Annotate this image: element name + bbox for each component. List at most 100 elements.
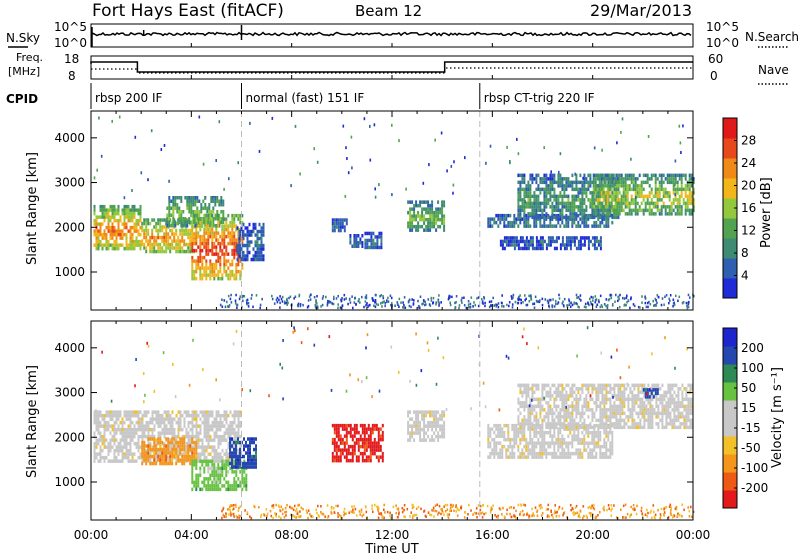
range-cell	[203, 484, 206, 488]
range-cell	[345, 434, 348, 438]
range-cell	[147, 441, 150, 446]
range-cell	[105, 420, 108, 425]
range-cell	[511, 444, 514, 449]
range-cell	[557, 434, 560, 438]
range-cell	[189, 242, 192, 247]
range-cell	[215, 417, 218, 421]
range-cell	[177, 434, 180, 439]
range-cell	[113, 455, 116, 460]
range-cell	[608, 187, 611, 192]
range-cell	[201, 459, 204, 464]
range-cell	[600, 180, 603, 185]
range-cell	[579, 191, 582, 195]
power-colorbar-tick-label: 8	[741, 246, 749, 260]
range-cell	[199, 452, 202, 456]
range-cell	[256, 240, 259, 244]
range-cell	[557, 437, 560, 442]
range-cell	[527, 448, 530, 452]
range-cell	[413, 420, 416, 425]
range-cell	[175, 249, 178, 254]
range-cell	[313, 147, 315, 151]
range-cell	[199, 238, 202, 242]
range-cell	[249, 451, 251, 455]
range-cell	[587, 301, 589, 304]
range-cell	[341, 451, 344, 456]
range-cell	[163, 458, 166, 462]
range-cell	[606, 208, 609, 213]
range-cell	[235, 413, 238, 418]
range-cell	[234, 302, 237, 305]
range-cell	[523, 444, 526, 449]
range-cell	[145, 444, 148, 448]
range-cell	[690, 198, 693, 202]
range-cell	[211, 427, 214, 432]
range-cell	[559, 191, 562, 195]
range-cell	[97, 236, 100, 240]
range-cell	[253, 447, 255, 452]
range-cell	[603, 224, 606, 228]
range-cell	[513, 427, 516, 431]
range-cell	[159, 249, 162, 254]
range-cell	[93, 420, 96, 425]
range-cell	[354, 297, 356, 300]
range-cell	[646, 208, 649, 213]
range-cell	[359, 451, 362, 456]
range-cell	[194, 199, 197, 203]
range-cell	[554, 299, 557, 303]
range-cell	[548, 298, 551, 302]
range-cell	[115, 427, 118, 432]
range-cell	[652, 299, 654, 303]
range-cell	[682, 124, 684, 128]
range-cell	[553, 239, 556, 244]
range-cell	[581, 184, 584, 188]
range-cell	[137, 424, 140, 428]
range-cell	[431, 203, 434, 208]
range-cell	[217, 445, 220, 449]
range-cell	[537, 243, 540, 247]
range-cell	[137, 427, 140, 432]
range-cell	[203, 227, 206, 232]
range-cell	[597, 243, 600, 247]
range-cell	[361, 430, 364, 435]
range-cell	[187, 444, 190, 448]
range-cell	[656, 208, 659, 213]
range-cell	[133, 410, 136, 414]
range-cell	[585, 208, 588, 213]
range-cell	[552, 298, 554, 301]
range-cell	[525, 444, 528, 449]
range-cell	[171, 410, 174, 414]
range-cell	[626, 177, 629, 181]
range-cell	[221, 484, 224, 488]
range-cell	[135, 413, 138, 418]
range-cell	[248, 222, 251, 227]
range-cell	[213, 445, 216, 449]
range-cell	[125, 222, 128, 226]
range-cell	[147, 444, 150, 448]
range-cell	[141, 440, 144, 445]
range-cell	[339, 441, 342, 445]
range-cell	[103, 204, 106, 209]
range-cell	[169, 440, 172, 445]
range-cell	[509, 243, 512, 247]
range-cell	[557, 205, 560, 209]
range-cell	[231, 437, 233, 441]
range-cell	[521, 437, 524, 442]
range-cell	[429, 214, 432, 218]
range-cell	[95, 239, 98, 244]
range-cell	[638, 191, 641, 195]
range-cell	[537, 441, 540, 445]
range-cell	[636, 187, 639, 192]
range-cell	[187, 447, 190, 452]
range-cell	[361, 451, 364, 456]
range-cell	[155, 451, 158, 455]
range-cell	[505, 213, 508, 218]
range-cell	[443, 427, 446, 432]
range-cell	[219, 255, 222, 260]
range-cell	[668, 297, 670, 300]
range-cell	[205, 262, 208, 267]
range-cell	[199, 276, 202, 281]
range-cell	[622, 180, 625, 185]
range-cell	[415, 424, 418, 428]
range-cell	[589, 201, 592, 206]
